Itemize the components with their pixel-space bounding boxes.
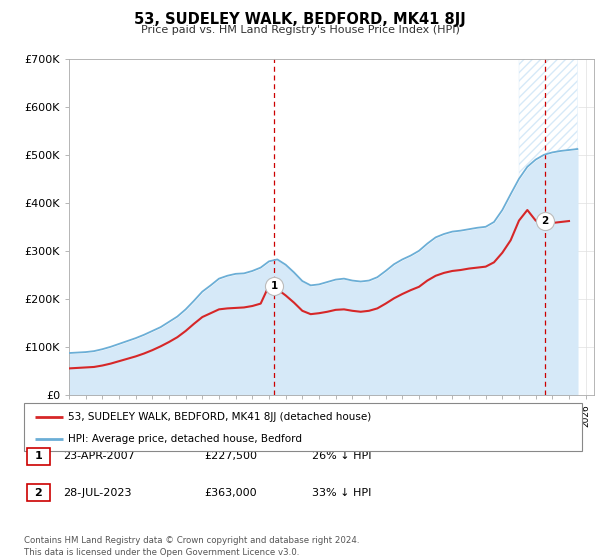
Text: Price paid vs. HM Land Registry's House Price Index (HPI): Price paid vs. HM Land Registry's House … bbox=[140, 25, 460, 35]
Text: £363,000: £363,000 bbox=[204, 488, 257, 498]
Text: 1: 1 bbox=[271, 281, 278, 291]
Text: 2: 2 bbox=[541, 216, 548, 226]
Text: 33% ↓ HPI: 33% ↓ HPI bbox=[312, 488, 371, 498]
Text: 26% ↓ HPI: 26% ↓ HPI bbox=[312, 451, 371, 461]
Text: HPI: Average price, detached house, Bedford: HPI: Average price, detached house, Bedf… bbox=[68, 434, 302, 444]
Text: 1: 1 bbox=[35, 451, 42, 461]
Text: 28-JUL-2023: 28-JUL-2023 bbox=[63, 488, 131, 498]
Text: £227,500: £227,500 bbox=[204, 451, 257, 461]
Text: 23-APR-2007: 23-APR-2007 bbox=[63, 451, 135, 461]
Text: 53, SUDELEY WALK, BEDFORD, MK41 8JJ: 53, SUDELEY WALK, BEDFORD, MK41 8JJ bbox=[134, 12, 466, 27]
Text: 2: 2 bbox=[35, 488, 42, 498]
Text: Contains HM Land Registry data © Crown copyright and database right 2024.
This d: Contains HM Land Registry data © Crown c… bbox=[24, 536, 359, 557]
Text: 53, SUDELEY WALK, BEDFORD, MK41 8JJ (detached house): 53, SUDELEY WALK, BEDFORD, MK41 8JJ (det… bbox=[68, 413, 371, 422]
